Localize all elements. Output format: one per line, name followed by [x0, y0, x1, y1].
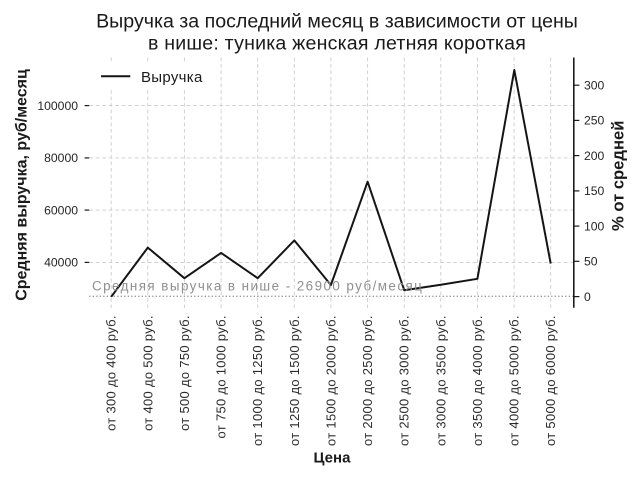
- svg-text:250: 250: [584, 114, 605, 128]
- svg-text:от 750 до 1000 руб.: от 750 до 1000 руб.: [214, 315, 229, 438]
- svg-text:от 300 до 400 руб.: от 300 до 400 руб.: [104, 315, 119, 431]
- svg-text:Средняя выручка, руб/месяц: Средняя выручка, руб/месяц: [13, 69, 30, 301]
- svg-text:от 400 до 500 руб.: от 400 до 500 руб.: [140, 315, 155, 431]
- svg-text:от 5000 до 6000 руб.: от 5000 до 6000 руб.: [543, 315, 558, 446]
- svg-text:от 1250 до 1500 руб.: от 1250 до 1500 руб.: [287, 315, 302, 446]
- svg-text:в нише: туника женская летняя: в нише: туника женская летняя короткая: [148, 33, 526, 55]
- svg-text:100000: 100000: [37, 99, 78, 113]
- svg-text:40000: 40000: [44, 256, 78, 270]
- svg-text:от 500 до 750 руб.: от 500 до 750 руб.: [177, 315, 192, 431]
- svg-text:от 1000 до 1250 руб.: от 1000 до 1250 руб.: [250, 315, 265, 446]
- svg-text:80000: 80000: [44, 151, 78, 165]
- svg-text:% от средней: % от средней: [609, 121, 628, 231]
- svg-text:300: 300: [584, 78, 605, 92]
- svg-text:50: 50: [584, 255, 598, 269]
- svg-text:от 2000 до 2500 руб.: от 2000 до 2500 руб.: [360, 315, 375, 446]
- svg-text:от 4000 до 5000 руб.: от 4000 до 5000 руб.: [507, 315, 522, 446]
- svg-text:100: 100: [584, 219, 605, 233]
- svg-text:0: 0: [584, 290, 591, 304]
- svg-text:Средняя выручка в нише - 26900: Средняя выручка в нише - 26900 руб/месяц: [92, 279, 423, 294]
- svg-text:Выручка: Выручка: [141, 69, 203, 86]
- svg-text:60000: 60000: [44, 203, 78, 217]
- svg-text:200: 200: [584, 149, 605, 163]
- svg-text:от 1500 до 2000 руб.: от 1500 до 2000 руб.: [323, 315, 338, 446]
- svg-text:от 3000 до 3500 руб.: от 3000 до 3500 руб.: [433, 315, 448, 446]
- svg-text:от 2500 до 3000 руб.: от 2500 до 3000 руб.: [397, 315, 412, 446]
- svg-text:от 3500 до 4000 руб.: от 3500 до 4000 руб.: [470, 315, 485, 446]
- svg-text:Цена: Цена: [314, 450, 352, 467]
- svg-text:150: 150: [584, 184, 605, 198]
- svg-text:Выручка за последний месяц в з: Выручка за последний месяц в зависимости…: [96, 11, 578, 33]
